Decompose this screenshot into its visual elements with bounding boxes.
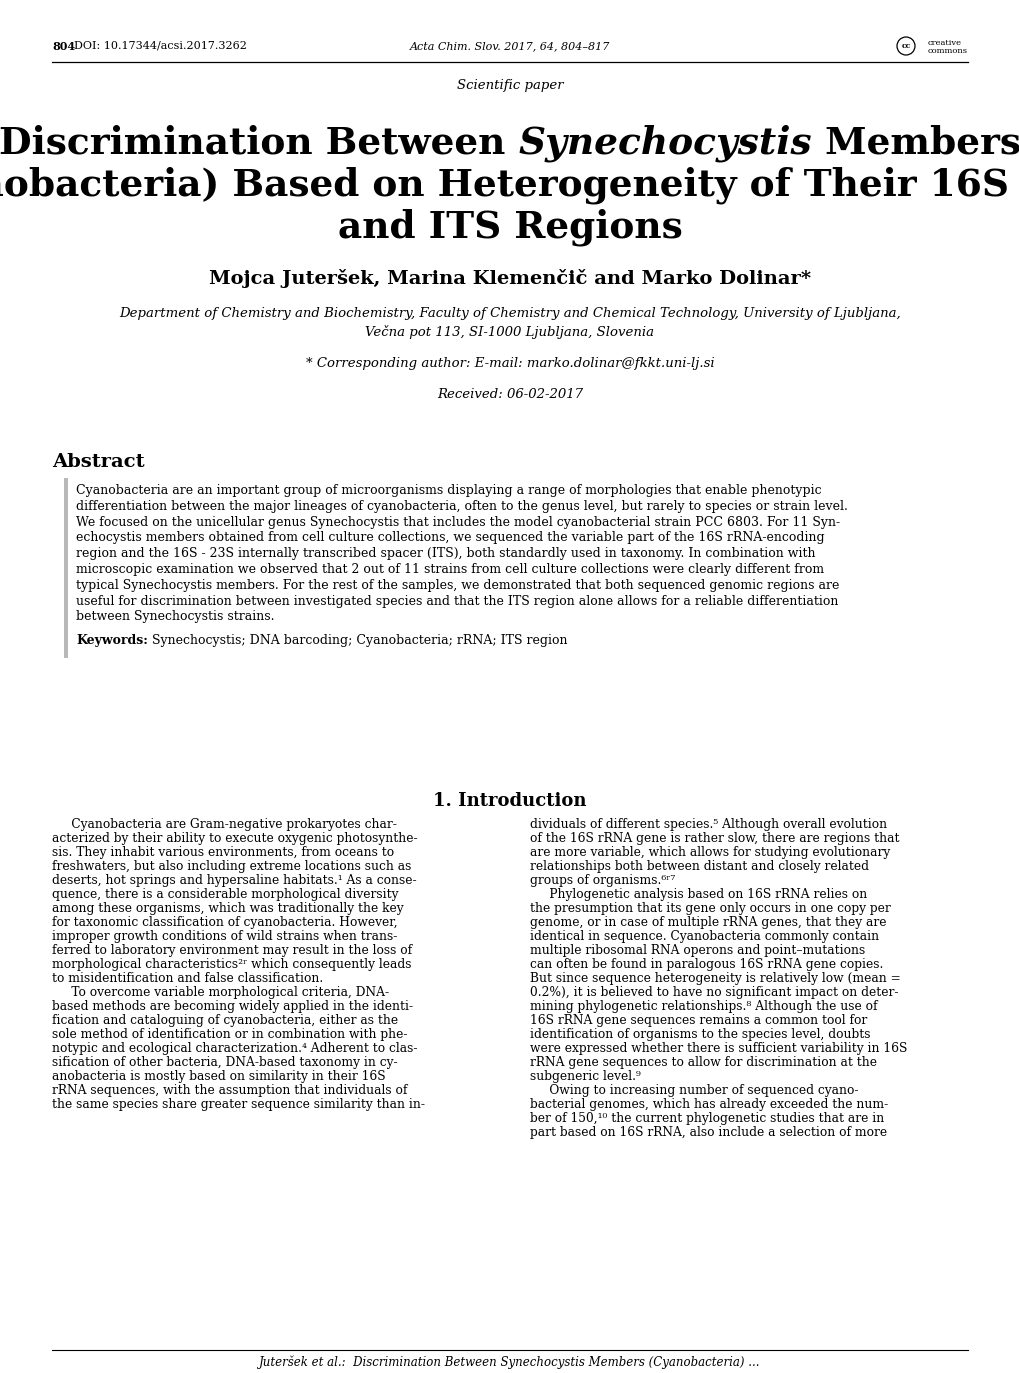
Text: But since sequence heterogeneity is relatively low (mean =: But since sequence heterogeneity is rela… <box>530 972 900 984</box>
Text: Juteršek et al.:  Discrimination Between Synechocystis Members (Cyanobacteria) .: Juteršek et al.: Discrimination Between … <box>259 1355 760 1369</box>
Text: multiple ribosomal RNA operons and point–mutations: multiple ribosomal RNA operons and point… <box>530 945 864 957</box>
Text: anobacteria is mostly based on similarity in their 16S: anobacteria is mostly based on similarit… <box>52 1070 385 1083</box>
Text: fication and cataloguing of cyanobacteria, either as the: fication and cataloguing of cyanobacteri… <box>52 1015 397 1027</box>
Text: cc: cc <box>901 43 910 49</box>
Text: 16S rRNA gene sequences remains a common tool for: 16S rRNA gene sequences remains a common… <box>530 1015 866 1027</box>
Text: creative: creative <box>927 38 961 47</box>
Text: We focused on the unicellular genus Synechocystis that includes the model cyanob: We focused on the unicellular genus Syne… <box>76 516 840 529</box>
Circle shape <box>896 37 914 55</box>
Text: among these organisms, which was traditionally the key: among these organisms, which was traditi… <box>52 902 404 914</box>
Text: Department of Chemistry and Biochemistry, Faculty of Chemistry and Chemical Tech: Department of Chemistry and Biochemistry… <box>119 306 900 320</box>
Text: the presumption that its gene only occurs in one copy per: the presumption that its gene only occur… <box>530 902 890 914</box>
Text: and ITS Regions: and ITS Regions <box>337 209 682 246</box>
Text: Scientific paper: Scientific paper <box>457 80 562 92</box>
Text: subgeneric level.⁹: subgeneric level.⁹ <box>530 1070 640 1083</box>
Text: rRNA sequences, with the assumption that individuals of: rRNA sequences, with the assumption that… <box>52 1085 407 1097</box>
Text: for taxonomic classification of cyanobacteria. However,: for taxonomic classification of cyanobac… <box>52 916 397 930</box>
Text: commons: commons <box>927 47 967 55</box>
Text: microscopic examination we observed that 2 out of 11 strains from cell culture c: microscopic examination we observed that… <box>76 563 823 577</box>
Text: Synechocystis: Synechocystis <box>518 124 811 162</box>
Text: between Synechocystis strains.: between Synechocystis strains. <box>76 611 274 623</box>
Text: To overcome variable morphological criteria, DNA-: To overcome variable morphological crite… <box>52 986 388 1000</box>
Text: based methods are becoming widely applied in the identi-: based methods are becoming widely applie… <box>52 1000 413 1013</box>
Text: deserts, hot springs and hypersaline habitats.¹ As a conse-: deserts, hot springs and hypersaline hab… <box>52 875 416 887</box>
Text: notypic and ecological characterization.⁴ Adherent to clas-: notypic and ecological characterization.… <box>52 1042 417 1054</box>
Text: genome, or in case of multiple rRNA genes, that they are: genome, or in case of multiple rRNA gene… <box>530 916 886 930</box>
Text: 804: 804 <box>52 40 75 52</box>
Text: echocystis members obtained from cell culture collections, we sequenced the vari: echocystis members obtained from cell cu… <box>76 531 823 545</box>
Text: Mojca Juteršek, Marina Klemenčič and Marko Dolinar*: Mojca Juteršek, Marina Klemenčič and Mar… <box>209 269 810 287</box>
Bar <box>64 478 68 658</box>
Text: groups of organisms.⁶ʳ⁷: groups of organisms.⁶ʳ⁷ <box>530 875 675 887</box>
Text: Acta Chim. Slov. 2017, 64, 804–817: Acta Chim. Slov. 2017, 64, 804–817 <box>410 41 609 51</box>
Text: Phylogenetic analysis based on 16S rRNA relies on: Phylogenetic analysis based on 16S rRNA … <box>530 888 866 901</box>
Text: were expressed whether there is sufficient variability in 16S: were expressed whether there is sufficie… <box>530 1042 907 1054</box>
Text: freshwaters, but also including extreme locations such as: freshwaters, but also including extreme … <box>52 859 411 873</box>
Text: quence, there is a considerable morphological diversity: quence, there is a considerable morpholo… <box>52 888 398 901</box>
Text: typical Synechocystis members. For the rest of the samples, we demonstrated that: typical Synechocystis members. For the r… <box>76 579 839 592</box>
Text: region and the 16S - 23S internally transcribed spacer (ITS), both standardly us: region and the 16S - 23S internally tran… <box>76 548 815 560</box>
Text: sis. They inhabit various environments, from oceans to: sis. They inhabit various environments, … <box>52 846 393 859</box>
Text: acterized by their ability to execute oxygenic photosynthe-: acterized by their ability to execute ox… <box>52 832 417 844</box>
Text: of the 16S rRNA gene is rather slow, there are regions that: of the 16S rRNA gene is rather slow, the… <box>530 832 899 844</box>
Text: 0.2%), it is believed to have no significant impact on deter-: 0.2%), it is believed to have no signifi… <box>530 986 898 1000</box>
Text: dividuals of different species.⁵ Although overall evolution: dividuals of different species.⁵ Althoug… <box>530 818 887 831</box>
Text: identical in sequence. Cyanobacteria commonly contain: identical in sequence. Cyanobacteria com… <box>530 930 878 943</box>
Text: morphological characteristics²ʳ which consequently leads: morphological characteristics²ʳ which co… <box>52 958 411 971</box>
Text: rRNA gene sequences to allow for discrimination at the: rRNA gene sequences to allow for discrim… <box>530 1056 876 1070</box>
Text: sole method of identification or in combination with phe-: sole method of identification or in comb… <box>52 1028 408 1041</box>
Text: * Corresponding author: E-mail: marko.dolinar@fkkt.uni-lj.si: * Corresponding author: E-mail: marko.do… <box>306 357 713 371</box>
Text: Cyanobacteria are Gram-negative prokaryotes char-: Cyanobacteria are Gram-negative prokaryo… <box>52 818 396 831</box>
Text: bacterial genomes, which has already exceeded the num-: bacterial genomes, which has already exc… <box>530 1098 888 1111</box>
Text: Keywords:: Keywords: <box>76 634 148 647</box>
Text: Cyanobacteria are an important group of microorganisms displaying a range of mor: Cyanobacteria are an important group of … <box>76 485 821 497</box>
Text: can often be found in paralogous 16S rRNA gene copies.: can often be found in paralogous 16S rRN… <box>530 958 882 971</box>
Text: relationships both between distant and closely related: relationships both between distant and c… <box>530 859 868 873</box>
Text: Abstract: Abstract <box>52 453 145 471</box>
Text: part based on 16S rRNA, also include a selection of more: part based on 16S rRNA, also include a s… <box>530 1126 887 1140</box>
Text: identification of organisms to the species level, doubts: identification of organisms to the speci… <box>530 1028 869 1041</box>
Text: to misidentification and false classification.: to misidentification and false classific… <box>52 972 323 984</box>
Text: (Cyanobacteria) Based on Heterogeneity of Their 16S rRNA: (Cyanobacteria) Based on Heterogeneity o… <box>0 166 1019 203</box>
Text: ber of 150,¹⁰ the current phylogenetic studies that are in: ber of 150,¹⁰ the current phylogenetic s… <box>530 1112 883 1124</box>
Text: Members: Members <box>811 125 1019 162</box>
Text: mining phylogenetic relationships.⁸ Although the use of: mining phylogenetic relationships.⁸ Alth… <box>530 1000 876 1013</box>
Text: DOI: 10.17344/acsi.2017.3262: DOI: 10.17344/acsi.2017.3262 <box>74 41 247 51</box>
Text: Discrimination Between: Discrimination Between <box>0 125 518 162</box>
Text: are more variable, which allows for studying evolutionary: are more variable, which allows for stud… <box>530 846 890 859</box>
Text: Received: 06-02-2017: Received: 06-02-2017 <box>436 387 583 401</box>
Text: differentiation between the major lineages of cyanobacteria, often to the genus : differentiation between the major lineag… <box>76 500 847 512</box>
Text: useful for discrimination between investigated species and that the ITS region a: useful for discrimination between invest… <box>76 595 838 608</box>
Text: sification of other bacteria, DNA-based taxonomy in cy-: sification of other bacteria, DNA-based … <box>52 1056 397 1070</box>
Text: Synechocystis; DNA barcoding; Cyanobacteria; rRNA; ITS region: Synechocystis; DNA barcoding; Cyanobacte… <box>148 634 567 647</box>
Text: improper growth conditions of wild strains when trans-: improper growth conditions of wild strai… <box>52 930 397 943</box>
Text: Večna pot 113, SI-1000 Ljubljana, Slovenia: Večna pot 113, SI-1000 Ljubljana, Sloven… <box>365 325 654 339</box>
Text: the same species share greater sequence similarity than in-: the same species share greater sequence … <box>52 1098 425 1111</box>
Text: ferred to laboratory environment may result in the loss of: ferred to laboratory environment may res… <box>52 945 412 957</box>
Text: 1. Introduction: 1. Introduction <box>433 792 586 810</box>
Text: Owing to increasing number of sequenced cyano-: Owing to increasing number of sequenced … <box>530 1085 858 1097</box>
